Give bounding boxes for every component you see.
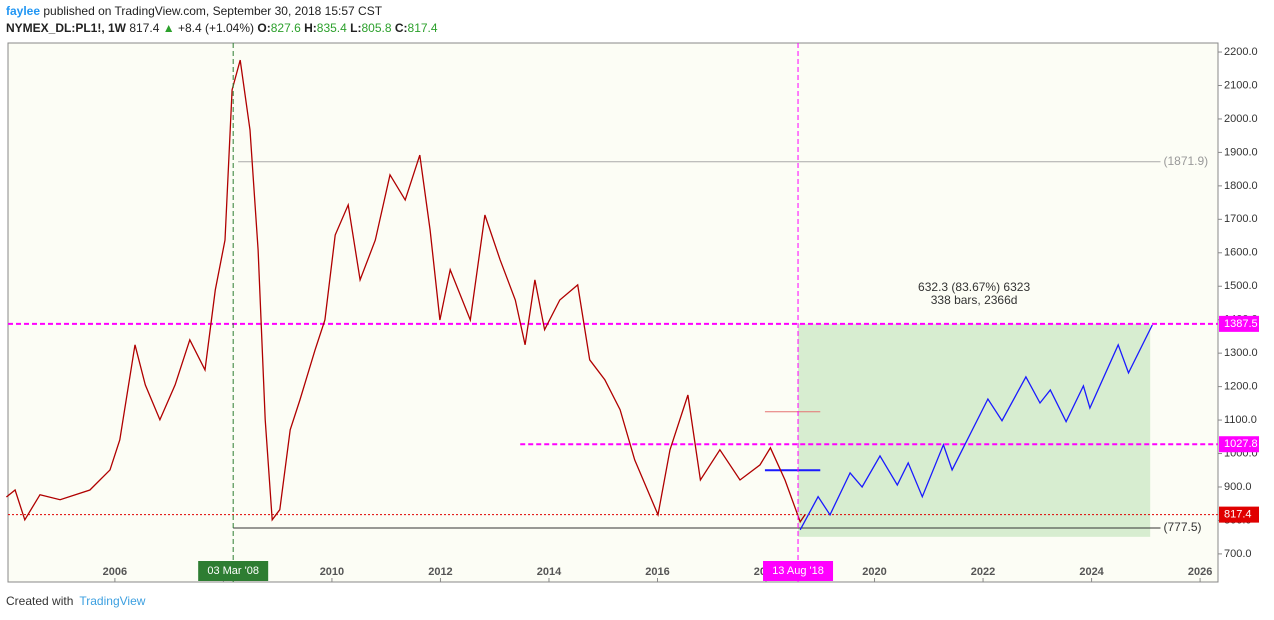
level-label: (1871.9)	[1163, 154, 1208, 168]
brand[interactable]: TradingView	[79, 594, 146, 608]
x-tick-label: 2012	[428, 566, 452, 578]
level-badge-label: 817.4	[1224, 509, 1252, 521]
x-tick-label: 2020	[862, 566, 886, 578]
published: published on TradingView.com, September …	[43, 4, 383, 18]
high-label: H:	[304, 21, 317, 35]
change: +8.4 (+1.04%)	[177, 21, 255, 35]
high: 835.4	[316, 21, 347, 35]
measure-subtext: 338 bars, 2366d	[931, 293, 1018, 307]
y-tick-label: 900.0	[1224, 481, 1252, 493]
marker-label: 03 Mar '08	[207, 565, 259, 577]
symbol-line: NYMEX_DL:PL1!, 1W 817.4 ▲ +8.4 (+1.04%) …	[6, 20, 438, 37]
measure-box	[798, 323, 1151, 537]
y-tick-label: 1800.0	[1224, 180, 1258, 192]
y-tick-label: 2200.0	[1224, 46, 1258, 58]
y-tick-label: 1600.0	[1224, 247, 1258, 259]
price-line	[799, 324, 1153, 531]
x-tick-label: 2010	[320, 566, 344, 578]
measure-text: 632.3 (83.67%) 6323	[918, 280, 1030, 294]
symbol: NYMEX_DL:PL1!, 1W	[6, 21, 127, 35]
created: Created with	[6, 594, 74, 608]
price-line	[5, 59, 806, 524]
y-tick-label: 1500.0	[1224, 280, 1258, 292]
level-badge-label: 1387.5	[1224, 318, 1258, 330]
y-tick-label: 1100.0	[1224, 414, 1257, 426]
last: 817.4	[129, 21, 160, 35]
footer: Created with TradingView	[6, 594, 145, 608]
y-tick-label: 700.0	[1224, 548, 1252, 560]
x-tick-label: 2022	[971, 566, 995, 578]
level-badge-label: 1027.8	[1224, 438, 1258, 450]
x-tick-label: 2014	[537, 566, 562, 578]
marker-badge	[198, 561, 269, 581]
y-tick-label: 2100.0	[1224, 79, 1258, 91]
close-label: C:	[394, 21, 408, 35]
arrow: ▲	[162, 21, 175, 35]
y-tick-label: 1300.0	[1224, 347, 1258, 359]
marker-label: 13 Aug '18	[772, 565, 824, 577]
open: 827.6	[270, 21, 301, 35]
low-label: L:	[350, 21, 362, 35]
header: faylee published on TradingView.com, Sep…	[6, 3, 438, 37]
author[interactable]: faylee	[6, 4, 41, 18]
y-tick-label: 1200.0	[1224, 381, 1258, 393]
open-label: O:	[257, 21, 271, 35]
marker-badge	[763, 561, 834, 581]
x-tick-label: 2016	[645, 566, 669, 578]
x-tick-label: 2024	[1079, 566, 1104, 578]
y-tick-label: 2000.0	[1224, 113, 1258, 125]
publish-line: faylee published on TradingView.com, Sep…	[6, 3, 438, 20]
level-badge	[1219, 436, 1259, 453]
close: 817.4	[407, 21, 438, 35]
level-badge	[1219, 315, 1259, 332]
level-label: (777.5)	[1163, 520, 1201, 534]
low: 805.8	[361, 21, 392, 35]
x-tick-label: 2026	[1188, 566, 1212, 578]
level-badge	[1219, 506, 1259, 523]
y-tick-label: 1900.0	[1224, 146, 1258, 158]
x-tick-label: 2006	[103, 566, 127, 578]
y-tick-label: 1700.0	[1224, 213, 1258, 225]
